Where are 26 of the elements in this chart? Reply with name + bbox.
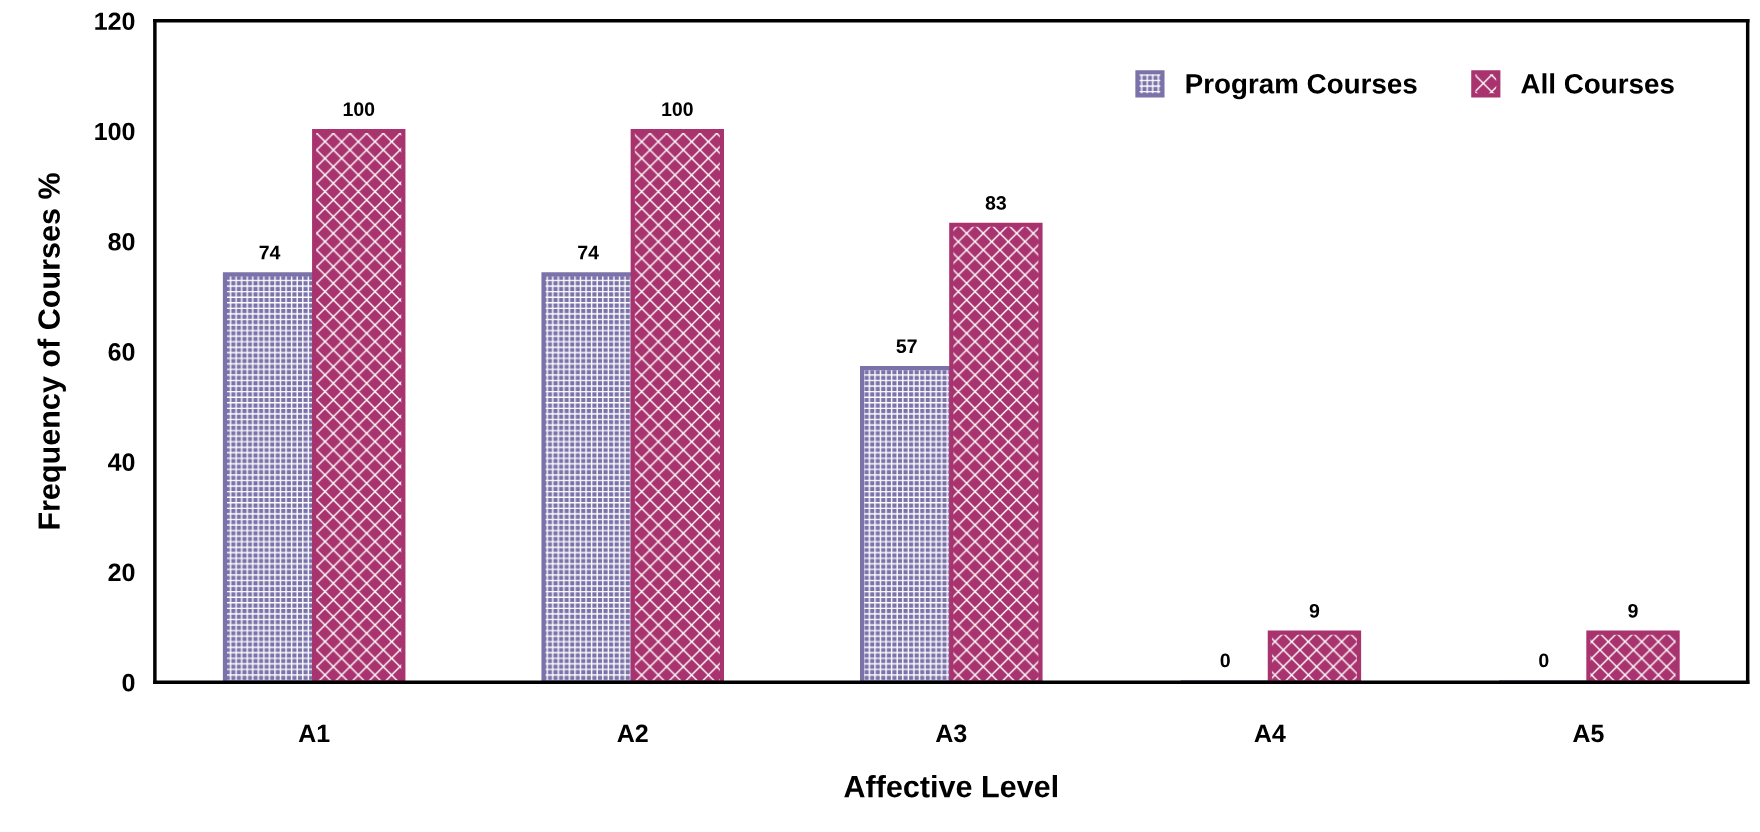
x-tick-label: A2 xyxy=(617,724,648,743)
x-tick-label: A1 xyxy=(298,724,330,743)
data-label: 100 xyxy=(662,102,693,117)
x-tick-label: A5 xyxy=(1573,724,1604,743)
y-axis-title: Frequency of Courses % xyxy=(37,173,66,529)
data-label: 74 xyxy=(259,245,281,260)
y-tick-label: 20 xyxy=(108,563,135,582)
data-label: 74 xyxy=(578,245,599,260)
y-tick-label: 120 xyxy=(95,12,135,31)
data-label: 0 xyxy=(1220,653,1230,668)
data-label: 9 xyxy=(1628,603,1638,618)
x-tick-label: A4 xyxy=(1254,724,1286,743)
data-label: 83 xyxy=(985,196,1006,210)
x-axis-title: Affective Level xyxy=(844,774,1057,798)
y-tick-label: 0 xyxy=(122,673,135,692)
legend-label: Program Courses xyxy=(1186,73,1417,100)
y-tick-label: 40 xyxy=(108,453,135,472)
data-label: 9 xyxy=(1309,603,1320,618)
data-label: 100 xyxy=(343,102,375,117)
y-tick-label: 60 xyxy=(108,343,135,361)
data-label: 0 xyxy=(1539,653,1549,668)
y-tick-label: 100 xyxy=(95,122,135,141)
legend-label: All Courses xyxy=(1521,73,1674,94)
x-tick-label: A3 xyxy=(935,724,967,743)
data-label: 57 xyxy=(896,339,917,354)
y-tick-label: 80 xyxy=(108,232,135,251)
